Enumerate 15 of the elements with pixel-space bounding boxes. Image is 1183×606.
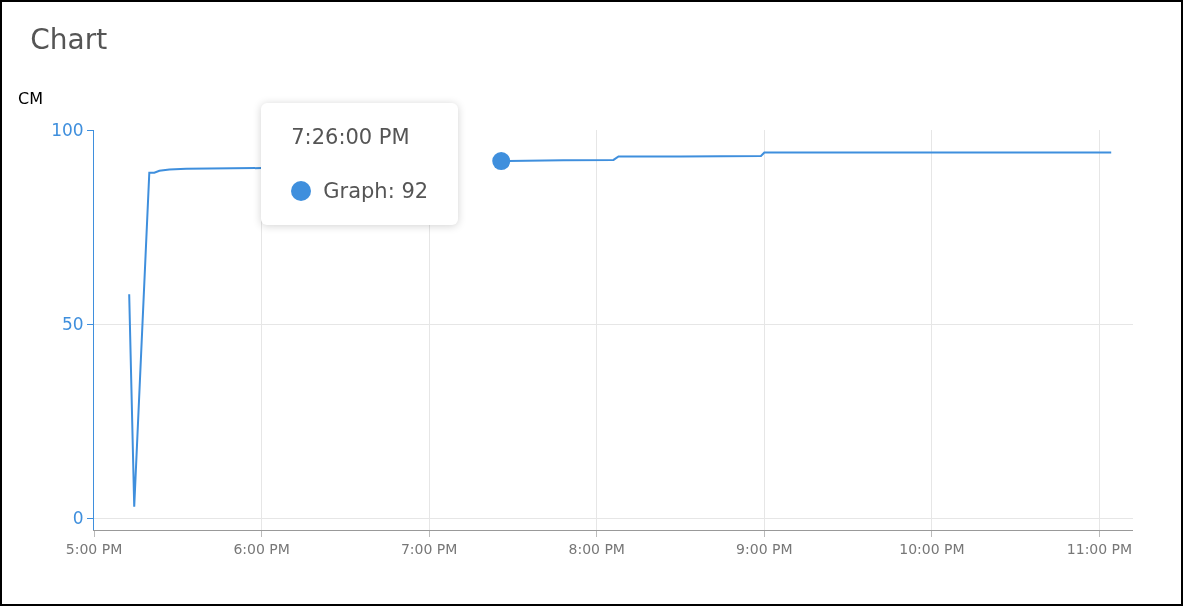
- x-tick-label: 5:00 PM: [65, 540, 123, 557]
- y-tick-label: 100: [51, 119, 84, 140]
- x-tick-label: 6:00 PM: [233, 540, 290, 557]
- x-tick-label: 9:00 PM: [736, 540, 793, 557]
- x-tick-label: 7:00 PM: [400, 540, 458, 557]
- y-axis-title: CM: [18, 89, 43, 108]
- x-tick-label: 11:00 PM: [1066, 540, 1133, 557]
- chart-title: Chart: [30, 22, 108, 56]
- x-tick-label: 8:00 PM: [568, 540, 625, 557]
- y-tick-label: 0: [72, 508, 84, 529]
- annotation: 7:26:00 PM: [291, 125, 411, 150]
- annotation: Graph: 92: [323, 179, 429, 204]
- y-tick-label: 50: [61, 314, 84, 335]
- tooltip: 7:26:00 PM Graph: 92: [261, 103, 459, 226]
- x-tick-label: 10:00 PM: [899, 540, 965, 557]
